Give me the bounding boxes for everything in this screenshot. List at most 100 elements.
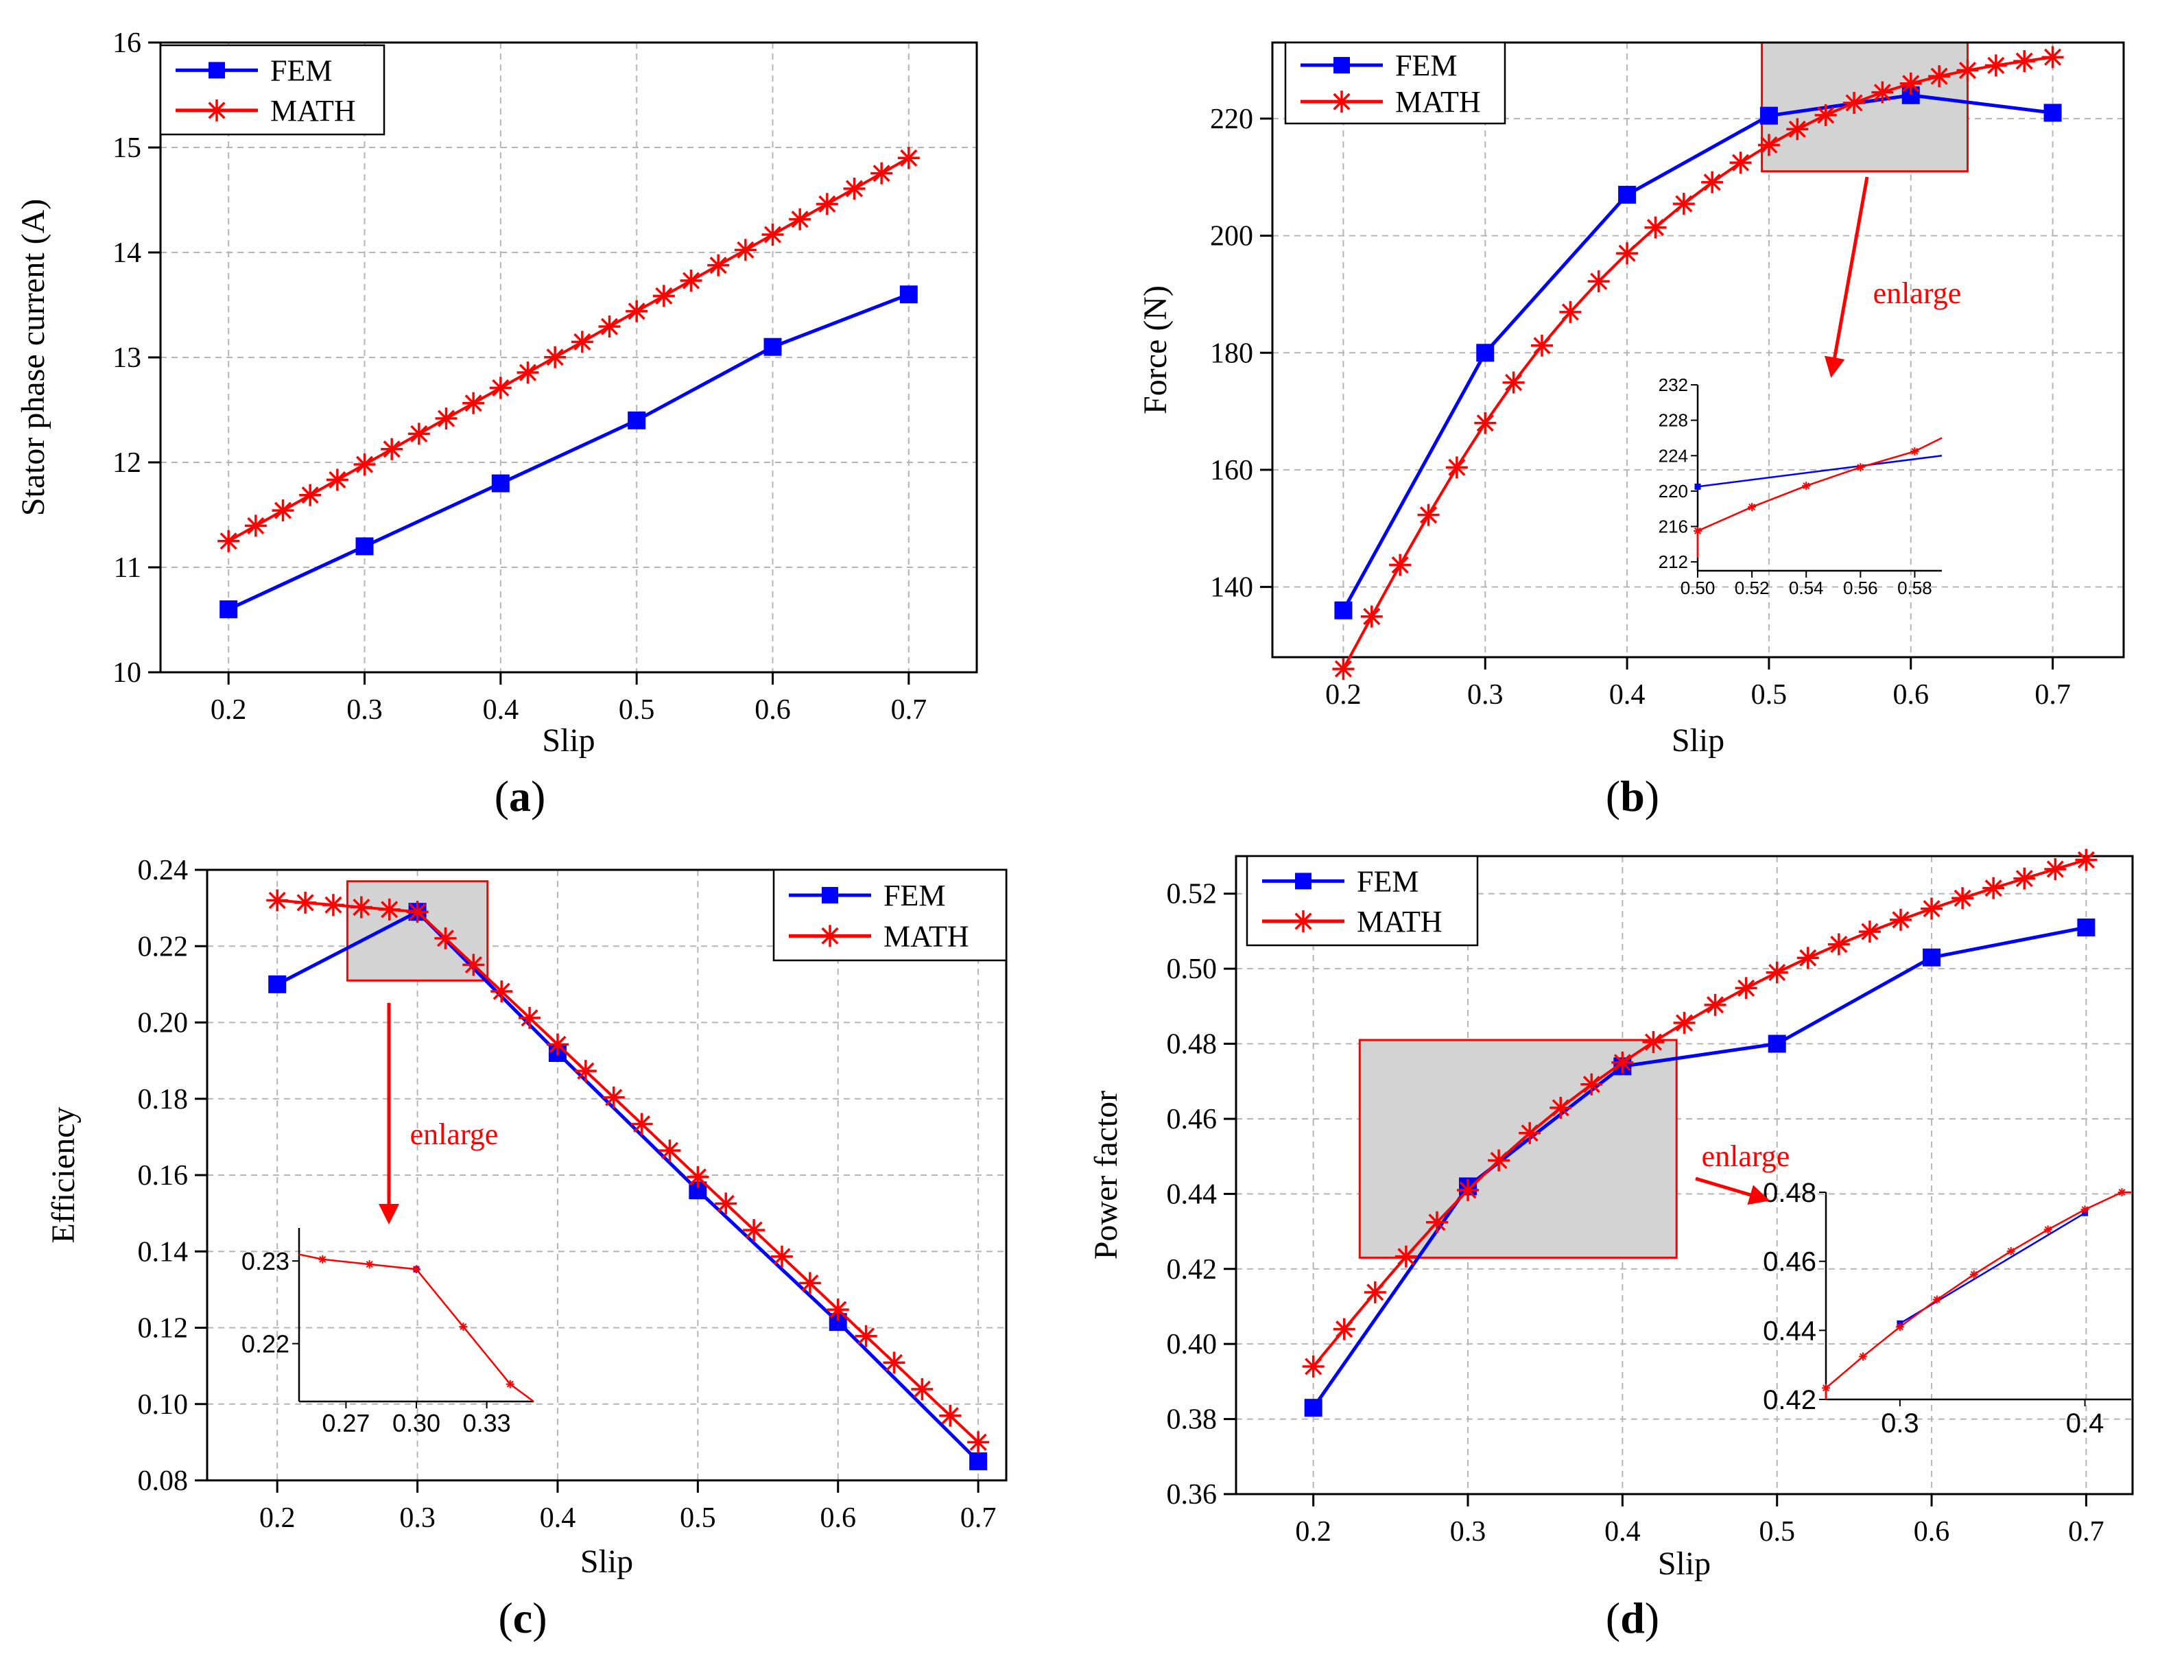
math-point [1843, 91, 1866, 114]
y-tick-label: 0.36 [1167, 1479, 1218, 1511]
y-tick-label: 200 [1210, 221, 1253, 252]
x-tick-label: 0.7 [2034, 679, 2071, 711]
math-point [1394, 1245, 1417, 1268]
math-point [544, 346, 567, 368]
fem-point [491, 474, 510, 493]
legend-label-math: MATH [270, 94, 356, 128]
x-tick-label: 0.6 [755, 694, 791, 726]
math-point [1457, 1179, 1480, 1201]
math-marker-stroke [969, 1433, 987, 1451]
math-marker-stroke [1675, 1014, 1694, 1032]
x-tick-label: 0.5 [680, 1502, 716, 1534]
math-point [843, 177, 866, 200]
inset-series-math [1696, 437, 1943, 558]
math-point [2044, 857, 2067, 880]
math-marker-stroke [1294, 912, 1312, 930]
math-marker-stroke [801, 1274, 819, 1292]
y-tick-label: 0.10 [138, 1389, 189, 1421]
math-marker-stroke [1505, 374, 1523, 392]
fem-point [1476, 344, 1495, 362]
math-marker-stroke [324, 896, 342, 914]
math-marker-stroke [873, 165, 890, 182]
math-point [1332, 658, 1355, 681]
math-marker-stroke [885, 1353, 903, 1371]
math-point [816, 193, 838, 215]
math-marker-stroke [464, 956, 482, 974]
inset-math-point [2117, 1188, 2126, 1196]
legend-box [772, 868, 1008, 962]
math-point [1889, 908, 1912, 931]
x-axis-title: Slip [542, 722, 595, 759]
math-marker-stroke [1861, 923, 1879, 940]
enlarge-annotation-c: enlarge [379, 1003, 499, 1224]
math-marker-stroke [1748, 504, 1756, 511]
math-marker-stroke [2007, 1247, 2015, 1255]
inset-y-tick-label: 0.23 [241, 1247, 289, 1275]
math-point [1701, 171, 1724, 193]
inset-math-point [1910, 447, 1919, 456]
panel-caption: (c) [498, 1594, 547, 1642]
x-axis-title: Slip [1672, 722, 1724, 759]
math-marker-stroke [1768, 964, 1786, 982]
math-point [911, 1378, 934, 1401]
math-point [1984, 54, 2007, 77]
plot-frame [1235, 855, 2134, 1495]
math-point [1673, 1012, 1696, 1034]
math-marker-stroke [1618, 244, 1636, 262]
math-point [1982, 877, 2005, 899]
x-tick-label: 0.2 [1295, 1516, 1331, 1548]
math-point [1928, 65, 1951, 88]
math-point [1871, 81, 1894, 104]
math-marker-stroke [661, 1141, 679, 1159]
math-point [546, 1033, 569, 1056]
math-point [574, 1060, 597, 1082]
math-marker-stroke [1954, 889, 1971, 907]
math-marker-stroke [1582, 1076, 1600, 1093]
math-point [687, 1166, 709, 1188]
x-tick-label: 0.3 [1467, 679, 1504, 711]
inset-math-point [506, 1380, 514, 1388]
chart-panel-c: 0.2 0.3 0.4 0.5 0.6 0.7 0.08 0.10 0.12 0.14 0.16 0.… [45, 855, 1008, 1642]
chart-panel-a: 0.2 0.3 0.4 0.5 0.6 0.7 10 11 12 13 14 15 16 Slip Stat… [15, 27, 978, 820]
inset-math-point [459, 1322, 468, 1331]
y-tick-label: 0.18 [138, 1084, 189, 1115]
math-marker-stroke [2044, 48, 2062, 66]
series-math [217, 147, 920, 552]
math-marker-stroke [2077, 851, 2095, 869]
x-tick-label: 0.4 [540, 1502, 576, 1534]
legend-label-fem: FEM [1395, 49, 1457, 82]
legend-label-fem: FEM [883, 879, 945, 912]
math-point [1360, 605, 1383, 628]
inset-y-tick-label: 216 [1659, 517, 1688, 537]
series-line-math [1342, 56, 2053, 670]
math-point [1814, 104, 1837, 126]
fem-point [1334, 601, 1353, 619]
math-marker-stroke [1788, 120, 1806, 138]
math-marker-stroke [413, 1266, 420, 1273]
math-point [1530, 334, 1553, 357]
math-point [519, 1006, 541, 1029]
y-tick-label: 0.52 [1167, 879, 1218, 910]
math-marker-stroke [1902, 75, 1920, 93]
math-marker-stroke [1334, 660, 1352, 678]
math-marker-stroke [1391, 556, 1409, 574]
inset-y-tick-label: 232 [1659, 375, 1688, 395]
math-point [770, 1245, 793, 1268]
inset-math-point [1932, 1295, 1941, 1304]
math-point [658, 1139, 681, 1162]
math-marker-stroke [1694, 527, 1701, 534]
series-line-fem [276, 910, 980, 1463]
inset-x-tick-label: 0.3 [1881, 1408, 1919, 1439]
x-tick-label: 0.4 [1604, 1516, 1641, 1548]
math-marker-stroke [1533, 337, 1551, 355]
math-marker-stroke [1521, 1124, 1539, 1142]
math-marker-stroke [1703, 174, 1721, 191]
math-marker-stroke [1490, 1152, 1508, 1170]
math-marker-stroke [1363, 608, 1381, 626]
fem-point [1768, 1034, 1786, 1053]
math-point [1502, 371, 1525, 394]
enlarge-label: enlarge [410, 1117, 499, 1151]
math-marker-stroke [1859, 1353, 1866, 1360]
x-tick-label: 0.5 [1751, 679, 1788, 711]
